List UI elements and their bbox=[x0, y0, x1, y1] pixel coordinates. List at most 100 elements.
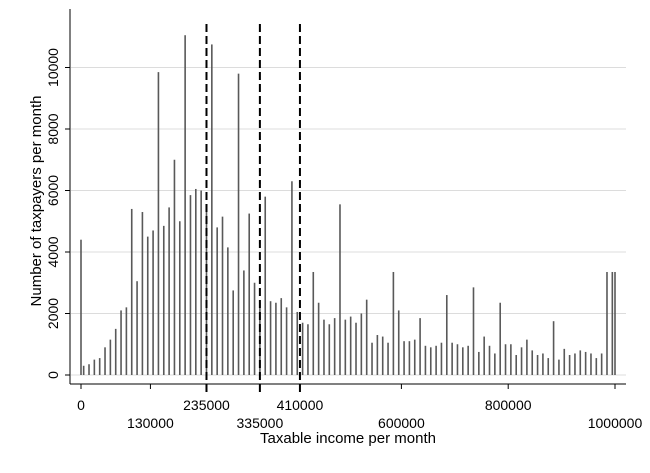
ticks: 0 2000 4000 6000 8000 10000 0 130000 235000 33500… bbox=[45, 48, 642, 431]
bar bbox=[120, 310, 122, 375]
bar bbox=[109, 339, 112, 375]
bar bbox=[146, 236, 149, 375]
bar bbox=[243, 270, 245, 375]
x-axis-title: Taxable income per month bbox=[260, 430, 436, 447]
bar bbox=[80, 239, 82, 375]
bar bbox=[515, 355, 518, 375]
bar bbox=[483, 336, 485, 375]
bar bbox=[253, 282, 256, 375]
axes bbox=[69, 9, 626, 385]
y-tick-label: 10000 bbox=[45, 48, 61, 87]
bar bbox=[563, 348, 566, 375]
bar bbox=[445, 295, 448, 375]
bar bbox=[195, 188, 197, 375]
bar bbox=[328, 324, 331, 375]
bar bbox=[499, 302, 501, 375]
bar bbox=[392, 271, 395, 375]
bar bbox=[408, 341, 411, 375]
reference-lines bbox=[205, 24, 301, 392]
bar bbox=[467, 345, 469, 375]
bar bbox=[296, 311, 299, 375]
bar bbox=[269, 301, 272, 375]
bar bbox=[579, 350, 582, 375]
bar bbox=[547, 358, 550, 375]
bars bbox=[80, 35, 616, 376]
bar bbox=[614, 271, 616, 375]
bar bbox=[558, 359, 560, 375]
bar bbox=[98, 358, 101, 375]
bar bbox=[227, 247, 229, 375]
bar bbox=[424, 345, 427, 375]
bar bbox=[387, 342, 389, 375]
bar bbox=[611, 271, 614, 375]
bar bbox=[307, 324, 309, 375]
bar bbox=[595, 358, 598, 375]
bar bbox=[200, 190, 202, 375]
bar bbox=[451, 342, 453, 375]
bar bbox=[221, 216, 224, 375]
bar bbox=[82, 365, 85, 375]
bar bbox=[568, 355, 571, 375]
bar bbox=[472, 287, 475, 375]
bar bbox=[301, 322, 304, 375]
bar bbox=[397, 310, 400, 375]
bar bbox=[376, 335, 379, 375]
gridlines bbox=[71, 67, 626, 376]
bar bbox=[317, 302, 320, 375]
bar bbox=[339, 204, 341, 375]
bar bbox=[365, 299, 368, 375]
bar bbox=[504, 344, 507, 375]
bar bbox=[462, 347, 464, 375]
bar bbox=[429, 347, 432, 375]
bar bbox=[211, 44, 213, 375]
x-tick-label: 0 bbox=[77, 397, 85, 413]
bar bbox=[275, 302, 277, 375]
bar bbox=[360, 313, 363, 375]
bar bbox=[478, 351, 480, 375]
bar bbox=[419, 318, 421, 375]
bar bbox=[456, 344, 459, 375]
y-axis-title: Number of taxpayers per month bbox=[28, 96, 45, 307]
bar bbox=[168, 207, 170, 375]
bar bbox=[333, 318, 336, 375]
bar bbox=[526, 339, 528, 375]
x-tick-label: 235000 bbox=[183, 397, 230, 413]
bar bbox=[371, 342, 373, 375]
bar bbox=[104, 347, 106, 375]
bar bbox=[552, 321, 555, 375]
x-tick-label: 1000000 bbox=[588, 415, 643, 431]
y-tick-label: 2000 bbox=[45, 298, 61, 329]
bar bbox=[88, 364, 90, 375]
bar bbox=[157, 72, 160, 376]
bar bbox=[323, 319, 325, 375]
bar bbox=[162, 225, 165, 375]
bar bbox=[600, 353, 603, 375]
bar bbox=[141, 212, 144, 375]
bar bbox=[280, 298, 283, 375]
bar bbox=[93, 359, 96, 375]
bar bbox=[520, 347, 523, 375]
bar bbox=[381, 336, 384, 375]
bar bbox=[531, 350, 534, 375]
x-tick-label: 600000 bbox=[378, 415, 425, 431]
y-tick-label: 6000 bbox=[45, 175, 61, 206]
bar bbox=[584, 351, 587, 375]
bar bbox=[291, 181, 293, 375]
bar bbox=[237, 73, 240, 376]
x-tick-label: 800000 bbox=[485, 397, 532, 413]
x-tick-label: 410000 bbox=[277, 397, 324, 413]
x-tick-label: 335000 bbox=[237, 415, 284, 431]
bar bbox=[440, 342, 443, 375]
y-tick-label: 0 bbox=[45, 371, 61, 379]
y-tick-label: 4000 bbox=[45, 236, 61, 267]
y-tick-label: 8000 bbox=[45, 113, 61, 144]
bar bbox=[355, 322, 357, 375]
bar bbox=[536, 355, 539, 375]
bar bbox=[606, 271, 608, 375]
bar bbox=[435, 345, 437, 375]
bar bbox=[285, 307, 288, 375]
bar bbox=[413, 339, 416, 375]
bar bbox=[403, 341, 405, 375]
bar bbox=[232, 290, 234, 375]
